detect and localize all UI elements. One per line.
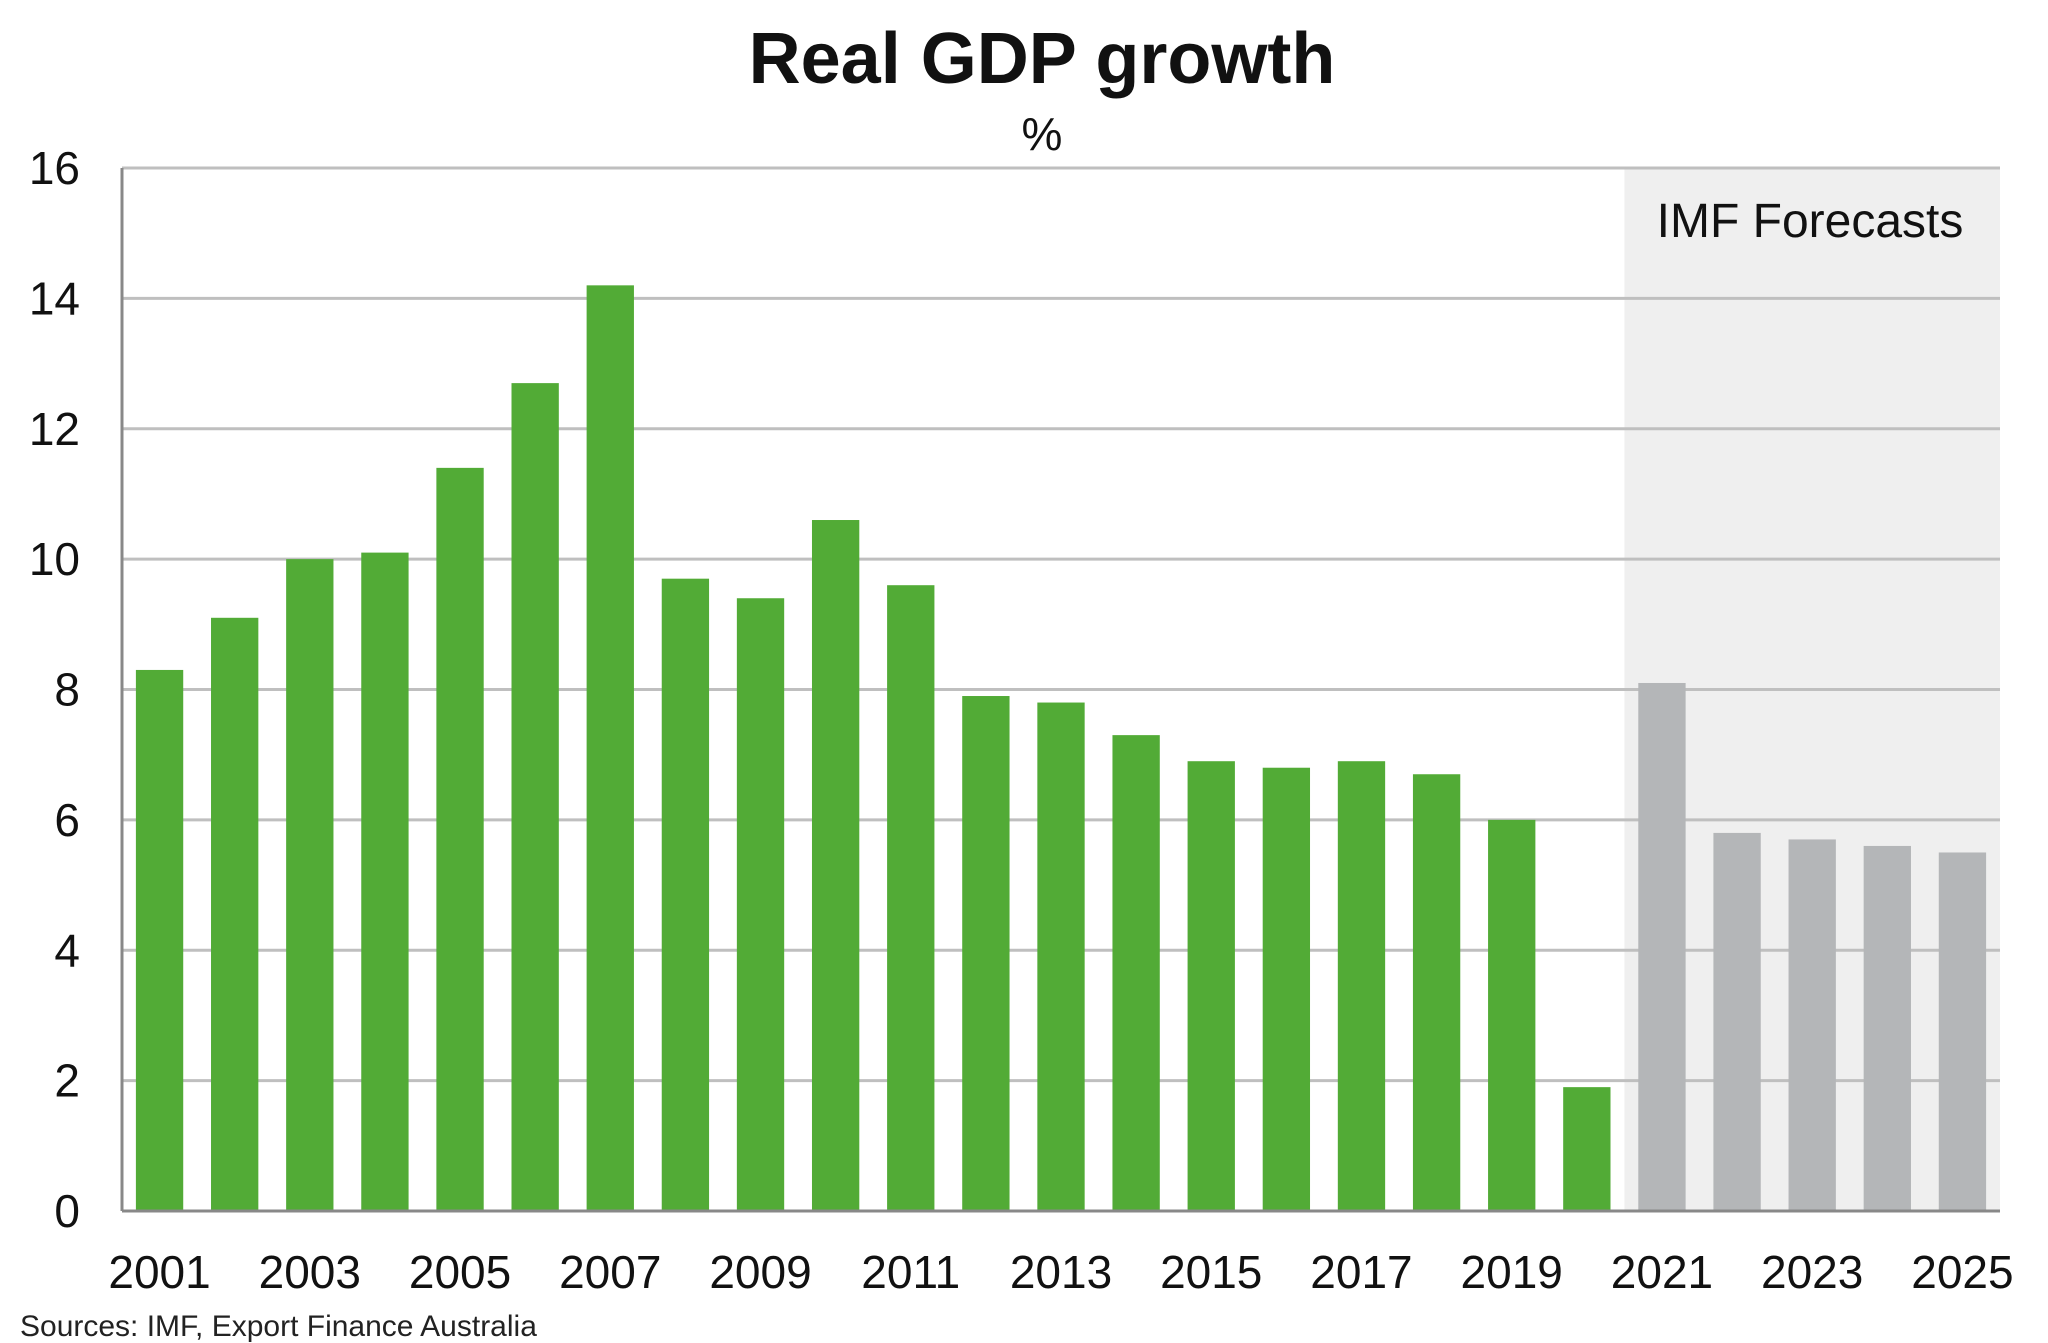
x-tick-label: 2023 bbox=[1761, 1246, 1863, 1298]
bar-actual bbox=[436, 467, 484, 1211]
bar-forecast bbox=[1788, 839, 1836, 1211]
bar-forecast bbox=[1713, 832, 1761, 1211]
bar-actual bbox=[1337, 761, 1386, 1211]
x-tick-label: 2011 bbox=[861, 1246, 960, 1298]
y-tick-label: 8 bbox=[54, 664, 80, 716]
bar-forecast bbox=[1863, 845, 1911, 1211]
y-tick-label: 6 bbox=[54, 794, 80, 846]
x-tick-label: 2017 bbox=[1310, 1246, 1412, 1298]
bar-actual bbox=[1187, 761, 1235, 1211]
x-tick-label: 2021 bbox=[1611, 1246, 1713, 1298]
bar-actual bbox=[1037, 702, 1085, 1211]
y-tick-label: 2 bbox=[54, 1055, 80, 1107]
bar-forecast bbox=[1938, 852, 1987, 1211]
chart-subtitle: % bbox=[1022, 108, 1063, 160]
source-note: Sources: IMF, Export Finance Australia bbox=[20, 1310, 537, 1343]
bar-layer bbox=[135, 285, 1987, 1211]
bar-actual bbox=[586, 285, 634, 1211]
bar-actual bbox=[211, 617, 259, 1211]
x-tick-label: 2025 bbox=[1911, 1246, 2013, 1298]
x-tick-label: 2007 bbox=[559, 1246, 661, 1298]
bar-actual bbox=[511, 383, 559, 1211]
y-tick-label: 0 bbox=[54, 1185, 80, 1237]
bar-actual bbox=[1563, 1087, 1611, 1211]
y-tick-label: 12 bbox=[29, 403, 80, 455]
x-tick-label: 2003 bbox=[259, 1246, 361, 1298]
bar-actual bbox=[736, 598, 785, 1211]
x-tick-label: 2019 bbox=[1461, 1246, 1563, 1298]
bar-actual bbox=[1112, 735, 1160, 1211]
x-tick-label: 2013 bbox=[1010, 1246, 1112, 1298]
chart-title: Real GDP growth bbox=[749, 19, 1336, 99]
bar-actual bbox=[962, 696, 1010, 1211]
x-tick-label: 2001 bbox=[108, 1246, 210, 1298]
bar-actual bbox=[661, 578, 710, 1211]
bar-actual bbox=[1262, 767, 1311, 1211]
bar-actual bbox=[887, 585, 935, 1211]
bar-forecast bbox=[1638, 682, 1686, 1211]
axis-layer: 0 2 4 6 8 10 12 14 16 2001 2003 2005 2007 2009 2011 201… bbox=[29, 142, 2014, 1298]
bar-actual bbox=[361, 552, 409, 1211]
y-tick-label: 10 bbox=[29, 533, 80, 585]
bar-actual bbox=[135, 669, 184, 1211]
y-tick-label: 14 bbox=[29, 272, 80, 324]
x-tick-label: 2015 bbox=[1160, 1246, 1262, 1298]
y-tick-label: 4 bbox=[54, 924, 80, 976]
bar-actual bbox=[1412, 774, 1461, 1211]
x-tick-label: 2005 bbox=[409, 1246, 511, 1298]
forecast-annotation: IMF Forecasts bbox=[1657, 195, 1964, 248]
y-tick-label: 16 bbox=[29, 142, 80, 194]
x-tick-label: 2009 bbox=[709, 1246, 811, 1298]
bar-actual bbox=[811, 520, 860, 1211]
bar-actual bbox=[286, 559, 334, 1211]
bar-actual bbox=[1488, 819, 1536, 1211]
